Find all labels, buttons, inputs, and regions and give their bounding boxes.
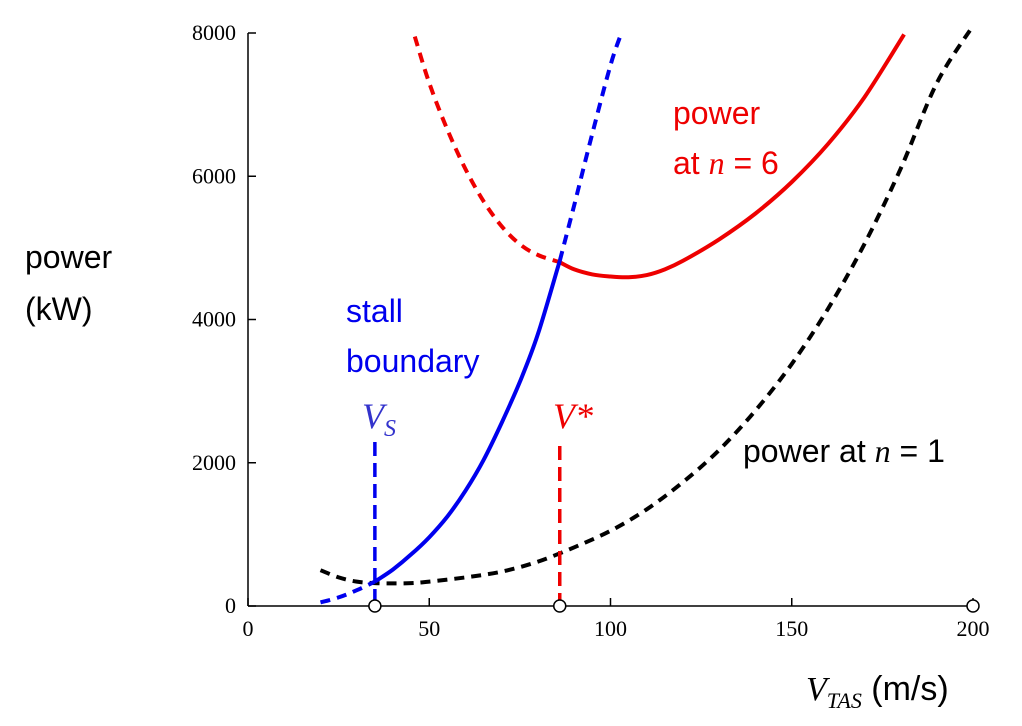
series-2-dashed-part	[412, 36, 561, 265]
y-tick-label: 0	[225, 593, 236, 618]
x-tick-label: 100	[594, 616, 627, 641]
x-tick-label: 200	[957, 616, 990, 641]
x-tick-label: 0	[243, 616, 254, 641]
x-tick-label: 150	[775, 616, 808, 641]
x-axis-label-sub: TAS	[827, 688, 862, 713]
series-3-dashed-end	[557, 32, 624, 262]
y-tick-label: 8000	[192, 20, 236, 45]
series-group	[319, 24, 975, 605]
axis-marker	[966, 599, 980, 613]
vs-label: VS	[362, 396, 396, 442]
vstar-label: V*	[553, 396, 593, 436]
stall-label-line1: stall	[346, 293, 403, 329]
y-axis-label-line1: power	[25, 239, 113, 275]
n6-label-line1: power	[673, 95, 761, 131]
ticks: 0 2000 4000 6000 8000 0 50 100 150 200	[192, 20, 990, 641]
stall-label-line2: boundary	[346, 343, 479, 379]
series-2-solid-part	[558, 33, 906, 280]
axis-marker	[553, 599, 567, 613]
n6-label-line2: at n = 6	[673, 145, 779, 181]
series-1-line	[319, 24, 975, 586]
y-tick-label: 2000	[192, 450, 236, 475]
n1-label: power at n = 1	[743, 433, 945, 469]
reference-lines	[373, 442, 562, 606]
x-tick-label: 50	[418, 616, 440, 641]
y-tick-label: 6000	[192, 163, 236, 188]
axis-markers	[368, 599, 980, 613]
x-axis-label-unit: (m/s)	[862, 670, 949, 708]
x-axis-label: VTAS (m/s)	[806, 670, 949, 713]
y-tick-label: 4000	[192, 307, 236, 332]
axis-marker	[368, 599, 382, 613]
series-3-dashed-start	[319, 579, 376, 605]
series-3-solid-part	[373, 260, 562, 584]
y-axis-label-line2: (kW)	[25, 291, 93, 327]
